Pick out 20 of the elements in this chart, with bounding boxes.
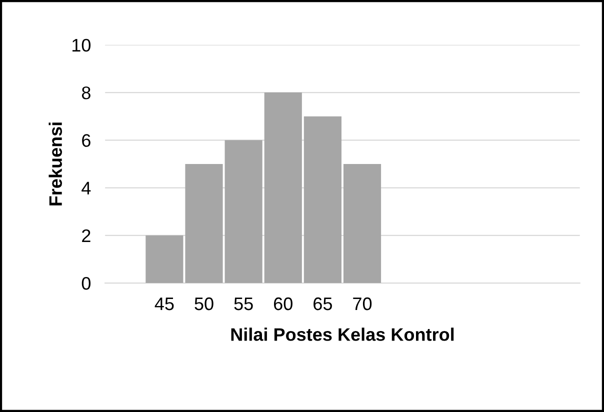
- y-tick-label: 0: [82, 276, 90, 290]
- y-tick-label: 4: [82, 182, 91, 194]
- y-axis-title: Frekuensi: [48, 122, 62, 206]
- bar: [343, 164, 382, 284]
- bar: [185, 164, 223, 284]
- bar: [264, 92, 302, 284]
- bar: [304, 116, 342, 284]
- bar: [224, 140, 262, 284]
- y-tick-label: 6: [82, 134, 90, 147]
- y-tick-label: 2: [82, 229, 90, 242]
- y-tick-label: 8: [82, 86, 90, 100]
- x-tick-label: 45: [154, 298, 174, 310]
- x-axis-title: Nilai Postes Kelas Kontrol: [231, 328, 454, 341]
- x-tick-label: 65: [314, 297, 332, 310]
- bar: [146, 235, 184, 284]
- x-tick-label: 50: [194, 297, 214, 310]
- y-tick-label: 10: [72, 38, 91, 52]
- x-tick-label: 55: [234, 298, 253, 310]
- x-tick-label: 70: [353, 297, 372, 310]
- x-tick-label: 60: [274, 297, 292, 310]
